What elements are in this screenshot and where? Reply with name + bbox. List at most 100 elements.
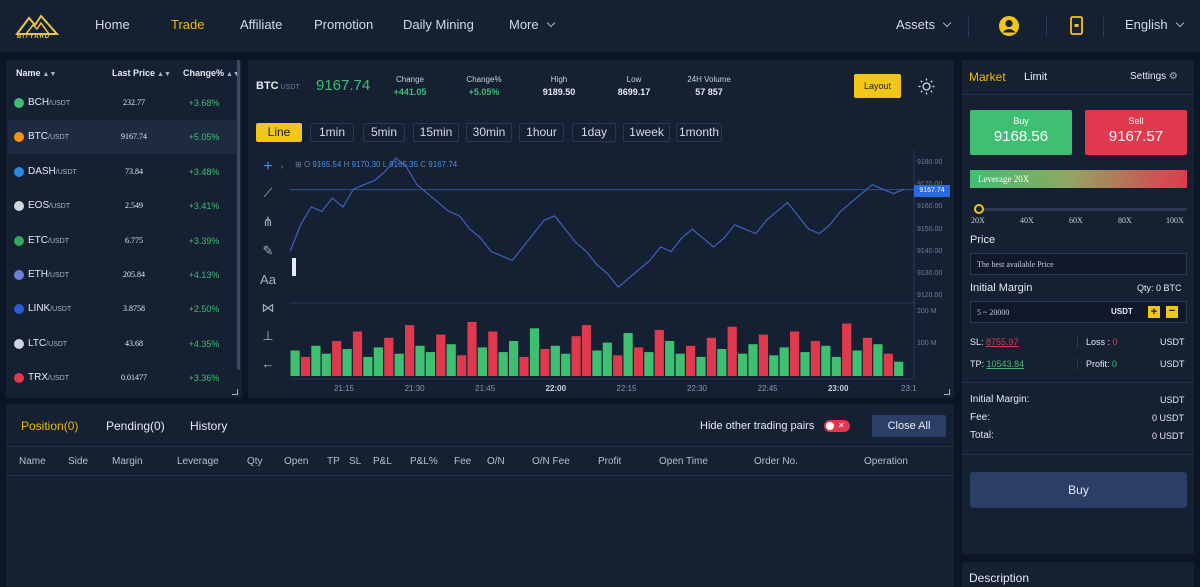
tab-market[interactable]: Market	[969, 70, 1006, 84]
nav-home[interactable]: Home	[95, 17, 130, 32]
measure-icon[interactable]: ⊥	[262, 328, 274, 343]
timeframe-5min[interactable]: 5min	[363, 123, 405, 142]
volume-bar	[883, 353, 893, 376]
coin-price: 6.775	[125, 235, 143, 245]
user-avatar-icon[interactable]	[998, 15, 1020, 37]
volume-bar	[498, 352, 508, 376]
tab-history[interactable]: History	[190, 419, 228, 433]
market-row-ltc[interactable]: LTC/USDT 43.68 +4.35%	[8, 327, 236, 361]
sl-row: SL: 8755.97	[970, 337, 1019, 347]
coin-price: 232.77	[123, 98, 145, 107]
volume-bar	[457, 355, 467, 376]
nav-promotion[interactable]: Promotion	[314, 17, 374, 32]
timeframe-15min[interactable]: 15min	[413, 123, 459, 142]
tab-pending[interactable]: Pending(0)	[106, 419, 165, 433]
tab-limit[interactable]: Limit	[1024, 71, 1048, 83]
text-tool-icon[interactable]: Aa	[260, 272, 276, 287]
price-input[interactable]: The best available Price	[970, 253, 1187, 275]
submit-buy-button[interactable]: Buy	[970, 472, 1187, 508]
column-header: Open Time	[659, 456, 708, 467]
coin-change: +4.35%	[188, 338, 220, 349]
timeframe-1month[interactable]: 1month	[676, 123, 722, 142]
close-all-button[interactable]: Close All	[872, 415, 946, 437]
leverage-slider-track[interactable]	[975, 208, 1187, 211]
coin-name: ETC/USDT	[28, 234, 69, 246]
trend-line-icon[interactable]: ⟋	[263, 185, 273, 200]
hide-pairs-toggle[interactable]: ✕	[824, 420, 850, 432]
leverage-tick[interactable]: 40X	[1020, 216, 1034, 225]
price-tick-label: 9180.00	[917, 159, 943, 166]
coin-change: +5.05%	[188, 132, 220, 143]
language-selector[interactable]: English	[1125, 17, 1184, 32]
timeframe-1day[interactable]: 1day	[572, 123, 616, 142]
price-tick-label: 9170.00	[917, 181, 942, 188]
sell-price-button[interactable]: Sell 9167.57	[1085, 110, 1187, 155]
gear-icon: ⚙	[1168, 71, 1178, 82]
pattern-icon[interactable]: ⋈	[261, 300, 275, 315]
market-row-etc[interactable]: ETC/USDT 6.775 +3.39%	[8, 224, 236, 258]
theme-toggle-sun-icon[interactable]	[918, 78, 935, 95]
volume-bar	[717, 349, 727, 376]
nav-trade[interactable]: Trade	[171, 17, 205, 32]
market-row-link[interactable]: LINK/USDT 3.8758 +2.50%	[8, 292, 236, 326]
buy-price-button[interactable]: Buy 9168.56	[970, 110, 1072, 155]
tp-label: TP:	[970, 359, 985, 369]
volume-bar	[862, 337, 873, 376]
header-last-price[interactable]: Last Price ▲▼	[112, 68, 171, 78]
tab-position[interactable]: Position(0)	[21, 419, 79, 433]
header-change[interactable]: Change% ▲▼	[183, 68, 240, 78]
nav-daily-mining[interactable]: Daily Mining	[403, 17, 474, 32]
volume-bar	[706, 337, 716, 376]
summary-initial-margin-value: USDT	[1160, 395, 1185, 405]
chart-scroll-handle[interactable]	[292, 258, 296, 276]
leverage-tick[interactable]: 20X	[971, 216, 985, 225]
minus-icon[interactable]: −	[1166, 306, 1178, 318]
time-tick-label: 23:00	[827, 384, 849, 393]
timeframe-30min[interactable]: 30min	[466, 123, 512, 142]
sl-value[interactable]: 8755.97	[986, 337, 1019, 347]
scrollbar[interactable]	[237, 60, 240, 370]
leverage-tick[interactable]: 80X	[1118, 216, 1132, 225]
margin-input[interactable]: 5 ~ 20000 USDT + −	[970, 301, 1187, 323]
price-chart[interactable]	[290, 150, 950, 398]
coin-ltc-icon	[14, 338, 24, 349]
timeframe-line[interactable]: Line	[256, 123, 302, 142]
coin-link-icon	[14, 304, 24, 315]
divider	[962, 454, 1194, 455]
column-header: Order No.	[754, 456, 798, 467]
resize-handle-icon[interactable]	[944, 389, 950, 395]
market-row-bch[interactable]: BCH/USDT 232.77 +3.68%	[8, 86, 236, 120]
brush-icon[interactable]: ✎	[262, 243, 274, 258]
chevron-right-icon[interactable]: ›	[281, 164, 284, 171]
ticker-quote: USDT	[280, 84, 300, 91]
volume-bar	[665, 341, 675, 376]
nav-affiliate[interactable]: Affiliate	[240, 17, 283, 32]
nav-assets[interactable]: Assets	[896, 17, 952, 32]
language-label: English	[1125, 17, 1168, 32]
market-row-eos[interactable]: EOS/USDT 2.549 +3.41%	[8, 189, 236, 223]
leverage-tick[interactable]: 60X	[1069, 216, 1083, 225]
market-row-btc[interactable]: BTC/USDT 9167.74 +5.05%	[8, 120, 236, 155]
price-tick-label: 9120.00	[917, 292, 943, 300]
fork-tool-icon[interactable]: ⋔	[262, 214, 274, 229]
leverage-tick[interactable]: 100X	[1166, 216, 1184, 225]
market-row-dash[interactable]: DASH/USDT 73.84 +3.48%	[8, 155, 236, 189]
logo-icon[interactable]	[14, 10, 60, 42]
mobile-app-icon[interactable]	[1070, 16, 1083, 35]
arrow-left-icon[interactable]: ←	[261, 356, 275, 371]
resize-handle-icon[interactable]	[232, 389, 238, 395]
expand-icon[interactable]: ⊞	[295, 160, 302, 169]
settings-link[interactable]: Settings ⚙	[1130, 71, 1178, 82]
plus-icon[interactable]: +	[1148, 306, 1160, 318]
timeframe-1week[interactable]: 1week	[623, 123, 670, 142]
market-row-trx[interactable]: TRX/USDT 0.01477 +3.36%	[8, 361, 236, 395]
timeframe-1hour[interactable]: 1hour	[519, 123, 564, 142]
header-name[interactable]: Name ▲▼	[16, 68, 56, 78]
layout-button[interactable]: Layout	[854, 74, 901, 98]
nav-more[interactable]: More	[509, 17, 555, 32]
crosshair-icon[interactable]: +	[263, 158, 273, 175]
leverage-slider-handle[interactable]	[974, 204, 984, 214]
market-row-eth[interactable]: ETH/USDT 205.84 +4.13%	[8, 258, 236, 292]
timeframe-1min[interactable]: 1min	[310, 123, 354, 142]
tp-value[interactable]: 10543.84	[986, 359, 1025, 369]
